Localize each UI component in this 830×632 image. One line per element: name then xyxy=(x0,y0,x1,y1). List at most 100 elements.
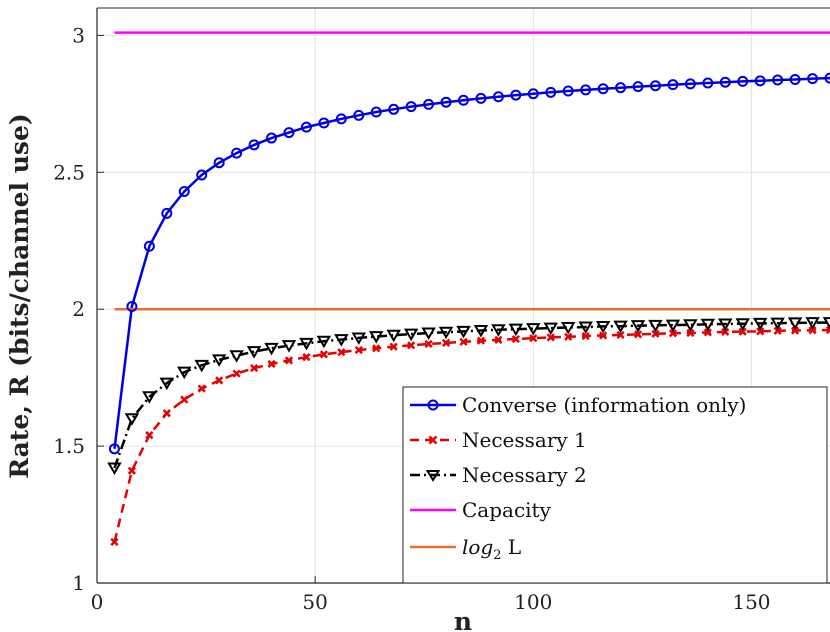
series-0-point xyxy=(807,73,819,85)
series-0-point xyxy=(545,86,557,98)
series-2-point xyxy=(735,318,750,331)
series-0-point xyxy=(719,76,731,88)
series-0-point xyxy=(335,113,347,125)
series-2-point xyxy=(526,323,541,336)
series-1-point xyxy=(302,353,311,362)
series-1-point xyxy=(633,330,643,339)
series-1-point xyxy=(284,356,294,365)
x-tick-label: 100 xyxy=(514,590,552,614)
series-2-point xyxy=(752,317,768,331)
series-0-point xyxy=(527,88,539,100)
series-0-point xyxy=(789,73,801,85)
series-2-point xyxy=(543,322,558,336)
legend-entry-necessary-2: Necessary 2 xyxy=(410,463,587,487)
series-2-point xyxy=(194,359,209,373)
series-0-point xyxy=(702,77,714,89)
series-2-point xyxy=(822,317,830,330)
series-1-point xyxy=(738,327,747,336)
series-0-point xyxy=(231,147,243,159)
series-0-point xyxy=(248,139,260,151)
series-2-point xyxy=(491,324,506,337)
series-0-point xyxy=(266,132,278,144)
legend-box xyxy=(402,386,828,584)
legend-marker-converse xyxy=(427,399,439,411)
series-2-point xyxy=(683,319,698,332)
series-2-point xyxy=(211,354,227,367)
series-2-point xyxy=(665,319,681,333)
series-2-point xyxy=(124,413,140,426)
x-axis-label: n xyxy=(454,607,472,632)
series-1-point xyxy=(441,338,451,347)
series-0-point xyxy=(178,185,190,197)
series-1-point xyxy=(756,327,765,336)
series-markers xyxy=(107,72,830,547)
series-0-point xyxy=(405,101,417,113)
legend-label-capacity: Capacity xyxy=(462,498,552,522)
series-1-point xyxy=(825,325,830,335)
series-0-point xyxy=(283,127,295,139)
series-0-point xyxy=(475,92,487,104)
series-1-point xyxy=(529,334,538,343)
series-1-point xyxy=(773,326,782,335)
series-2-point xyxy=(246,346,262,359)
series-1-point xyxy=(616,330,625,340)
series-1-point xyxy=(808,326,817,335)
y-tick-label: 3 xyxy=(72,23,85,47)
series-2-point xyxy=(718,318,733,331)
series-0-point xyxy=(632,81,644,93)
legend-entry-converse: Converse (information only) xyxy=(410,393,746,417)
series-2-point xyxy=(281,340,297,353)
series-1-point xyxy=(546,333,555,342)
series-0-point xyxy=(824,72,830,84)
legend-label-necessary-1: Necessary 1 xyxy=(462,428,587,452)
series-1-point xyxy=(162,409,171,418)
y-tick-label: 1 xyxy=(72,571,85,595)
series-2-point xyxy=(403,328,419,342)
series-2-point xyxy=(787,317,803,330)
series-1-point xyxy=(459,337,468,346)
series-1-point xyxy=(581,331,590,341)
series-0-point xyxy=(510,89,522,101)
y-tick-label: 2 xyxy=(72,297,85,321)
series-0-point xyxy=(213,157,225,169)
series-2-point xyxy=(386,329,401,343)
series-1-point xyxy=(232,369,241,378)
legend-entry-log2-l: log2 L xyxy=(410,535,521,563)
x-tick-label: 50 xyxy=(302,590,327,614)
series-2-point xyxy=(648,319,663,333)
series-2-point xyxy=(159,377,175,391)
series-1-point xyxy=(337,348,346,357)
series-0-point xyxy=(423,98,435,110)
y-axis-label: Rate, R (bits/channel use) xyxy=(5,113,34,479)
series-2-point xyxy=(508,323,524,337)
series-2-point xyxy=(595,320,611,334)
series-0-point xyxy=(196,169,208,181)
series-1-point xyxy=(686,328,695,338)
series-2-point xyxy=(613,320,628,334)
series-1-point xyxy=(354,345,363,355)
series-1-point xyxy=(424,339,433,349)
series-2-point xyxy=(177,366,192,380)
series-0-point xyxy=(300,121,312,133)
series-1-point xyxy=(319,350,328,359)
series-1-point xyxy=(197,384,206,393)
series-2-point xyxy=(421,327,436,341)
legend-entry-necessary-1: Necessary 1 xyxy=(410,428,587,452)
series-2-point xyxy=(229,350,244,363)
series-1-point xyxy=(127,466,136,475)
series-0-point xyxy=(440,96,452,108)
tick-labels: 0 50 100 150 1 1.5 2 2.5 3 xyxy=(53,23,770,614)
series-2-point xyxy=(805,317,820,330)
series-0-point xyxy=(615,82,627,94)
series-1-line xyxy=(113,328,830,543)
y-tick-label: 1.5 xyxy=(53,434,85,458)
series-0-line xyxy=(113,76,830,449)
series-0-point xyxy=(126,300,138,312)
x-tick-label: 150 xyxy=(732,590,770,614)
series-1-point xyxy=(791,326,800,335)
y-tick-label: 2.5 xyxy=(53,160,85,184)
series-2-point xyxy=(630,320,646,333)
series-1-point xyxy=(564,332,573,341)
series-2-point xyxy=(299,337,314,351)
